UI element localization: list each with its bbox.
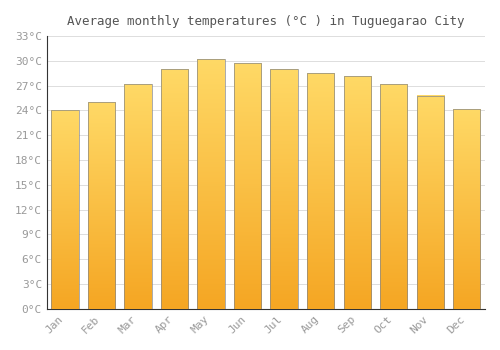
Bar: [270, 69, 298, 309]
Bar: [88, 102, 116, 309]
Bar: [453, 109, 480, 309]
Bar: [52, 111, 79, 309]
Bar: [198, 59, 225, 309]
Bar: [380, 84, 407, 309]
Bar: [416, 96, 444, 309]
Title: Average monthly temperatures (°C ) in Tuguegarao City: Average monthly temperatures (°C ) in Tu…: [67, 15, 464, 28]
Bar: [307, 73, 334, 309]
Bar: [234, 63, 262, 309]
Bar: [161, 69, 188, 309]
Bar: [344, 76, 371, 309]
Bar: [124, 84, 152, 309]
